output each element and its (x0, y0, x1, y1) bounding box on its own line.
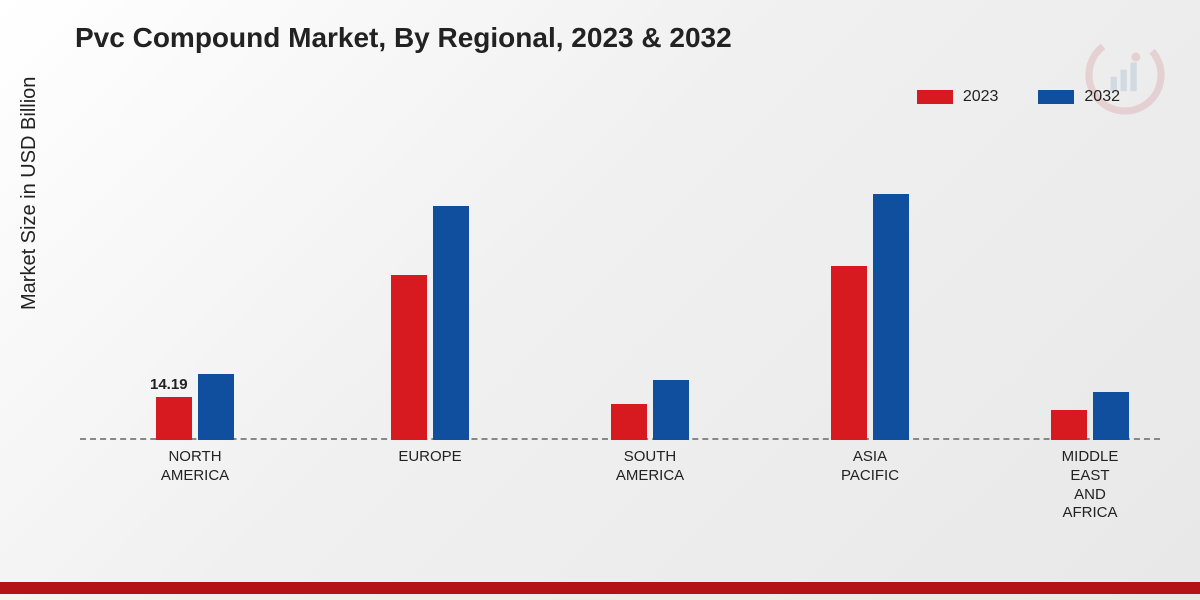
bar (433, 206, 469, 440)
bar-group (1051, 392, 1129, 440)
bar (873, 194, 909, 440)
legend-swatch-2023 (917, 90, 953, 104)
y-axis-label: Market Size in USD Billion (18, 77, 41, 310)
bar (1051, 410, 1087, 440)
bar (831, 266, 867, 440)
x-axis-category: MIDDLE EAST AND AFRICA (1062, 448, 1119, 523)
chart-title: Pvc Compound Market, By Regional, 2023 &… (75, 22, 732, 54)
legend-label-2032: 2032 (1084, 88, 1120, 106)
bar-group (391, 206, 469, 440)
bar (653, 380, 689, 440)
value-label: 14.19 (150, 376, 188, 393)
bar-group (611, 380, 689, 440)
x-axis-category: SOUTH AMERICA (616, 448, 684, 486)
bar (391, 275, 427, 440)
bar (611, 404, 647, 440)
legend: 2023 2032 (917, 88, 1120, 106)
chart-container: Pvc Compound Market, By Regional, 2023 &… (0, 0, 1200, 600)
bar (1093, 392, 1129, 440)
x-axis-category: NORTH AMERICA (161, 448, 229, 486)
legend-label-2023: 2023 (963, 88, 999, 106)
footer-accent-bar (0, 582, 1200, 594)
plot-area: 14.19 (80, 140, 1160, 440)
x-axis-category: ASIA PACIFIC (841, 448, 899, 486)
bar (156, 397, 192, 440)
x-axis-labels: NORTH AMERICA EUROPE SOUTH AMERICA ASIA PAC… (80, 448, 1160, 548)
legend-item-2023: 2023 (917, 88, 999, 106)
legend-item-2032: 2032 (1038, 88, 1120, 106)
legend-swatch-2032 (1038, 90, 1074, 104)
bar (198, 374, 234, 440)
x-axis-category: EUROPE (398, 448, 461, 467)
watermark-logo-icon (1080, 30, 1170, 120)
bar-group (831, 194, 909, 440)
